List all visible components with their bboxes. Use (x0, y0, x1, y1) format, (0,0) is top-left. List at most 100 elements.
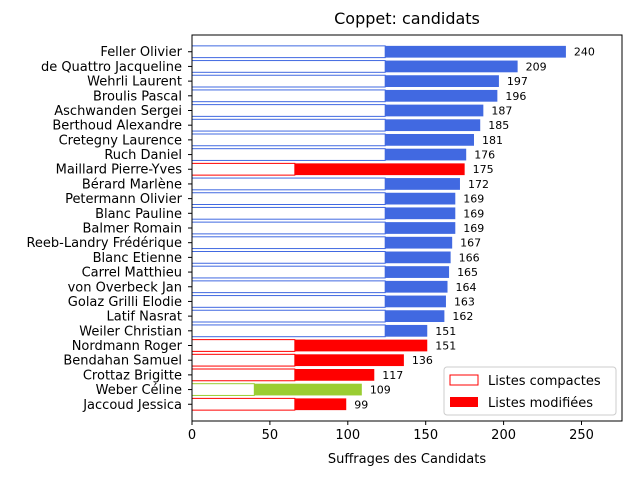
value-label: 196 (505, 90, 526, 103)
value-label: 117 (382, 369, 403, 382)
y-tick-label: Jaccoud Jessica (82, 398, 182, 413)
bar-compactes (191, 221, 386, 235)
y-tick-label: Aschwanden Sergei (54, 104, 182, 119)
legend-swatch-outline (449, 374, 479, 386)
bar-compactes (191, 74, 386, 88)
chart-title: Coppet: candidats (334, 9, 480, 28)
bar-modifiees (294, 339, 428, 352)
bar-modifiees (385, 45, 566, 58)
bar-modifiees (294, 354, 404, 367)
value-label: 151 (435, 325, 456, 338)
bar-modifiees (385, 178, 460, 190)
x-tick-label: 100 (335, 428, 360, 443)
legend-swatch-filled (450, 397, 478, 407)
bar-modifiees (294, 398, 347, 411)
bar-compactes (191, 118, 386, 132)
bar-modifiees (385, 280, 448, 293)
value-label: 165 (457, 266, 478, 279)
y-tick-label: Cretegny Laurence (59, 133, 182, 148)
value-label: 187 (491, 104, 512, 117)
legend-label-compactes: Listes compactes (488, 374, 601, 389)
bar-modifiees (385, 207, 456, 220)
value-label: 166 (459, 251, 480, 264)
y-tick-label: Broulis Pascal (93, 89, 182, 104)
y-tick-label: Blanc Etienne (93, 251, 182, 266)
bar-compactes (191, 309, 386, 323)
y-tick-label: Petermann Olivier (65, 192, 183, 207)
bar-compactes (191, 89, 386, 103)
bar-compactes (191, 133, 386, 147)
bar-compactes (191, 383, 255, 396)
y-tick-label: Ruch Daniel (104, 148, 182, 163)
value-label: 169 (463, 193, 484, 206)
y-tick-label: Weber Céline (96, 383, 182, 398)
x-axis: 0 50 100 150 200 250 (188, 421, 594, 443)
bar-compactes (191, 177, 386, 191)
bar-compactes (191, 324, 386, 338)
bar-compactes (191, 265, 386, 279)
value-label: 169 (463, 207, 484, 220)
value-label: 185 (488, 119, 509, 132)
bar-compactes (191, 206, 386, 220)
x-tick-label: 0 (188, 428, 196, 443)
bar-modifiees (385, 104, 484, 117)
y-tick-label: Berthoud Alexandre (52, 119, 182, 134)
plot-frame (191, 34, 623, 422)
bar-compactes (191, 45, 386, 59)
bar-compactes (191, 295, 386, 308)
y-tick-label: Golaz Grilli Elodie (68, 295, 182, 310)
bar-compactes (191, 251, 386, 264)
bars-group (191, 45, 566, 411)
y-tick-label: Carrel Matthieu (82, 266, 182, 281)
bar-modifiees (385, 148, 467, 161)
x-tick-label: 50 (262, 428, 279, 443)
y-tick-label: Weiler Christian (79, 324, 182, 339)
value-label: 151 (435, 340, 456, 353)
bar-modifiees (385, 75, 499, 87)
bar-compactes (191, 148, 386, 161)
value-label: 164 (456, 281, 477, 294)
bar-compactes (191, 104, 386, 117)
value-label: 175 (473, 163, 494, 176)
value-label: 167 (460, 237, 481, 250)
bar-modifiees (385, 310, 445, 323)
x-tick-label: 150 (413, 428, 438, 443)
y-tick-label: Maillard Pierre-Yves (56, 163, 183, 178)
value-label: 99 (354, 398, 368, 411)
bar-compactes (191, 162, 296, 176)
legend-label-modifiees: Listes modifiées (488, 396, 593, 411)
legend: Listes compactes Listes modifiées (443, 366, 617, 416)
value-label: 109 (370, 384, 391, 397)
bar-modifiees (294, 163, 465, 176)
value-label: 240 (574, 46, 595, 59)
bar-compactes (191, 60, 386, 73)
bar-compactes (191, 397, 296, 411)
value-label: 176 (474, 149, 495, 162)
y-tick-label: de Quattro Jacqueline (41, 60, 182, 75)
y-tick-label: Latif Nasrat (107, 310, 183, 325)
x-tick-label: 250 (569, 428, 594, 443)
value-label: 181 (482, 134, 503, 147)
value-labels: 2402091971961871851811761751721691691691… (354, 46, 595, 412)
bar-modifiees (385, 133, 474, 146)
value-label: 136 (412, 354, 433, 367)
value-label: 162 (452, 310, 473, 323)
bar-compactes (191, 192, 386, 205)
value-label: 172 (468, 178, 489, 191)
x-axis-label: Suffrages des Candidats (328, 452, 487, 467)
y-tick-label: Reeb-Landry Frédérique (26, 236, 182, 251)
bar-modifiees (385, 89, 498, 102)
legend-box (443, 366, 617, 416)
bar-modifiees (385, 295, 446, 308)
bar-compactes (191, 236, 386, 250)
x-tick-label: 200 (491, 428, 516, 443)
value-label: 169 (463, 222, 484, 235)
value-label: 163 (454, 295, 475, 308)
y-tick-label: Balmer Romain (82, 222, 182, 237)
y-tick-label: Feller Olivier (100, 45, 182, 60)
bar-compactes (191, 339, 296, 352)
bar-modifiees (385, 236, 453, 249)
